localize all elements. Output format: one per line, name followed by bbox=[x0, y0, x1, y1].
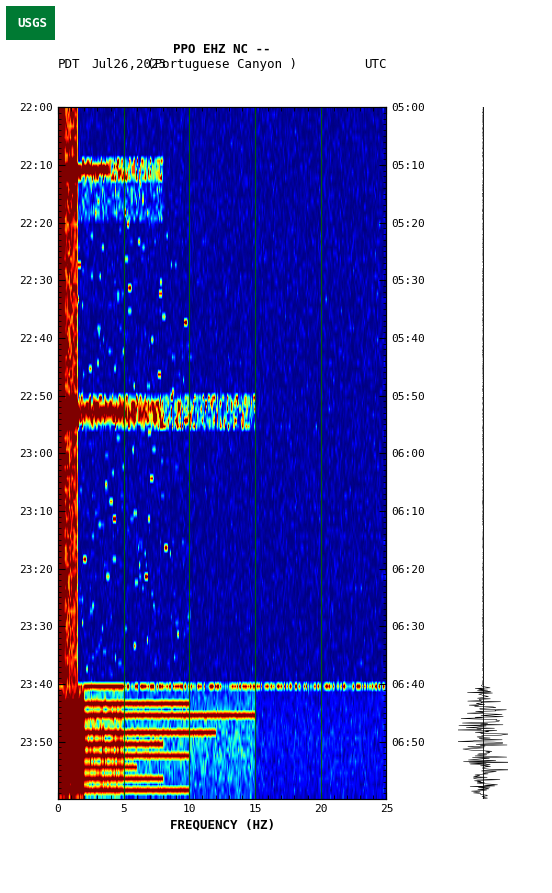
Text: UTC: UTC bbox=[364, 58, 386, 71]
Text: USGS: USGS bbox=[18, 17, 48, 29]
Text: (Portuguese Canyon ): (Portuguese Canyon ) bbox=[147, 58, 297, 71]
Text: PDT: PDT bbox=[58, 58, 81, 71]
Text: PPO EHZ NC --: PPO EHZ NC -- bbox=[173, 43, 271, 55]
Text: Jul26,2023: Jul26,2023 bbox=[91, 58, 166, 71]
X-axis label: FREQUENCY (HZ): FREQUENCY (HZ) bbox=[169, 818, 275, 831]
